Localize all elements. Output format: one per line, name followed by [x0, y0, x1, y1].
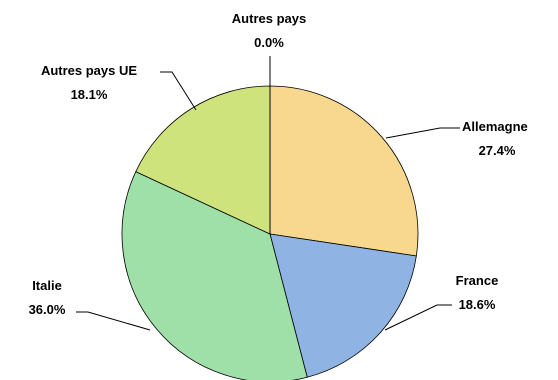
pie-slices	[121, 85, 419, 380]
label-italie-value: 36.0%	[29, 302, 66, 317]
pie-slice-allemagne	[269, 85, 419, 257]
label-france-name: France	[456, 273, 499, 288]
leader-autres-pays-ue	[160, 71, 197, 111]
label-france-value: 18.6%	[459, 297, 496, 312]
label-autres-pays-value: 0.0%	[254, 35, 284, 50]
slice-labels: Allemagne 27.4% France 18.6% Italie 36.0…	[29, 11, 528, 317]
leader-france	[384, 304, 452, 331]
label-autres-pays-name: Autres pays	[232, 11, 306, 26]
pie-slice-france	[269, 233, 417, 378]
leader-allemagne	[385, 127, 460, 139]
label-allemagne-value: 27.4%	[479, 143, 516, 158]
pie-slice-autres-pays-ue	[135, 85, 271, 235]
label-allemagne-name: Allemagne	[462, 119, 528, 134]
label-autres-pays-ue-value: 18.1%	[71, 87, 108, 102]
label-autres-pays-ue-name: Autres pays UE	[41, 63, 137, 78]
leader-lines	[76, 56, 460, 331]
leader-italie	[76, 311, 151, 331]
label-italie-name: Italie	[32, 278, 62, 293]
pie-slice-italie	[121, 171, 308, 380]
